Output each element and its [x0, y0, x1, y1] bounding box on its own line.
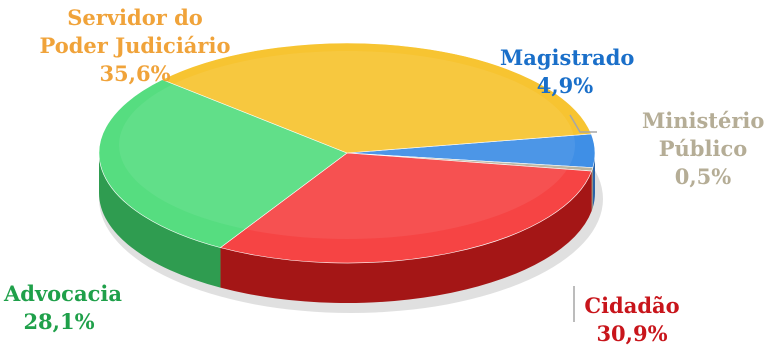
label-magistrado-value: 4,9% — [500, 72, 630, 100]
label-cidadao-value: 30,9% — [582, 320, 682, 348]
label-servidor-line2: Poder Judiciário — [30, 32, 240, 60]
label-cidadao: Cidadão 30,9% — [582, 292, 682, 348]
label-cidadao-name: Cidadão — [582, 292, 682, 320]
label-ministerio-line2: Público — [642, 135, 764, 163]
label-advocacia: Advocacia 28,1% — [4, 280, 114, 336]
pie-side-ministerio — [592, 168, 593, 211]
label-servidor: Servidor do Poder Judiciário 35,6% — [30, 4, 240, 88]
label-advocacia-value: 28,1% — [4, 308, 114, 336]
label-servidor-line1: Servidor do — [30, 4, 240, 32]
label-magistrado-name: Magistrado — [500, 44, 630, 72]
label-servidor-value: 35,6% — [30, 60, 240, 88]
label-advocacia-name: Advocacia — [4, 280, 114, 308]
label-ministerio-value: 0,5% — [642, 163, 764, 191]
label-magistrado: Magistrado 4,9% — [500, 44, 630, 100]
label-ministerio: Ministério Público 0,5% — [642, 107, 764, 191]
label-ministerio-line1: Ministério — [642, 107, 764, 135]
